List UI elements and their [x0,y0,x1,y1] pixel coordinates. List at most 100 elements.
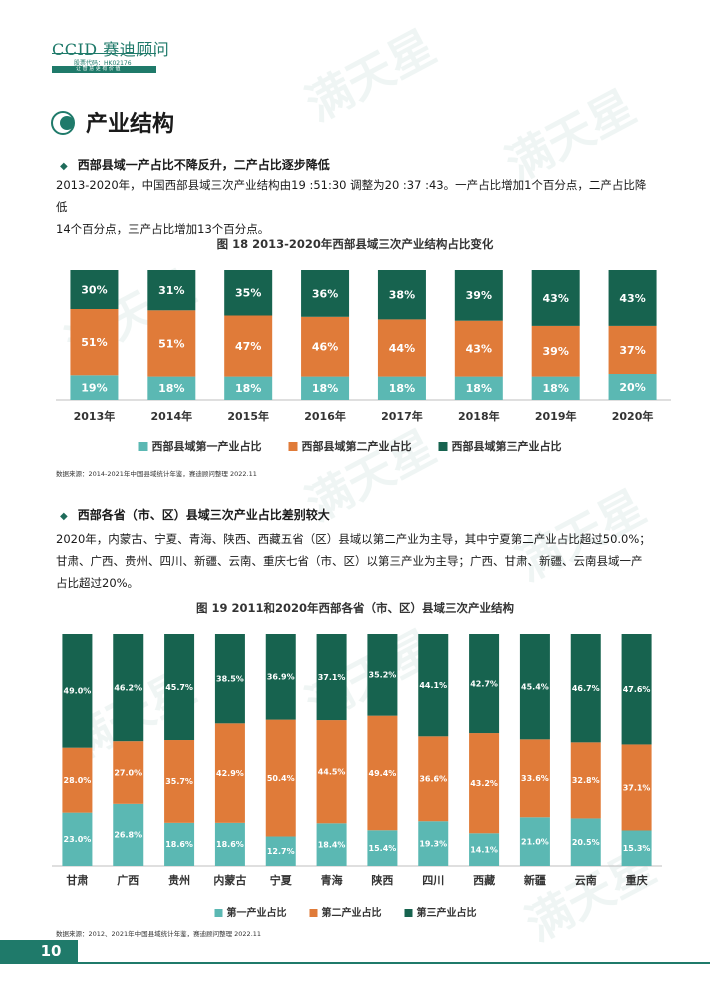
x-tick-label: 宁夏 [270,873,293,887]
bar-segment [147,270,196,311]
data-label: 38% [389,289,415,302]
data-label: 21.0% [521,837,549,846]
data-label: 18.6% [165,840,193,849]
bar-segment [377,270,426,320]
x-tick-label: 四川 [422,874,444,887]
data-label: 43.2% [470,779,498,788]
bar-segment [301,376,350,400]
page-number: 10 [24,940,78,962]
x-tick-label: 2018年 [458,409,500,423]
bar-segment [608,325,657,374]
bar-segment [608,374,657,400]
bar-segment [377,376,426,400]
paragraph-line: 甘肃、广西、贵州、四川、新疆、云南、重庆七省（市、区）以第三产业为主导；广西、甘… [56,554,643,568]
data-label: 36% [312,287,338,300]
bar-segment [469,733,500,834]
bar-segment [367,715,398,831]
data-label: 12.7% [267,847,295,856]
bar-segment [265,836,296,866]
x-tick-label: 云南 [575,873,597,887]
bar-segment [164,740,195,823]
company-logo: CCID 赛迪顾问 [52,36,169,60]
legend-label: 第一产业占比 [227,906,287,919]
bar-segment [214,822,245,866]
figure-18-title: 图 18 2013-2020年西部县域三次产业结构占比变化 [216,237,494,251]
bar-segment [454,270,503,321]
legend-swatch [309,909,318,917]
data-label: 44% [389,342,415,355]
bar-segment [608,270,657,326]
data-label: 35.2% [369,671,397,680]
bar-segment [62,812,93,866]
bullet-heading-1: ◆ 西部县域一产占比不降反升，二产占比逐步降低 [60,156,330,173]
bar-segment [469,833,500,866]
bar-segment [531,270,580,326]
legend-swatch [214,909,223,917]
data-label: 30% [81,283,107,296]
legend-label: 第二产业占比 [322,906,382,919]
x-tick-label: 新疆 [524,873,546,887]
bar-segment [265,719,296,837]
logo-text: CCID 赛迪顾问 [52,40,170,59]
data-label: 18% [543,382,569,395]
bar-segment [418,736,449,822]
data-label: 18% [312,382,338,395]
bar-segment [418,821,449,866]
legend-label: 第三产业占比 [417,906,477,919]
data-label: 32.8% [572,776,600,785]
data-label: 23.0% [64,835,92,844]
data-label: 20% [619,381,645,394]
data-label: 46.7% [572,684,600,693]
figure-18-chart: 19% 51% 30% 2013年 18% 51% 31% 2014年 18% 47% 35% 201… [56,270,671,453]
x-tick-label: 2019年 [535,409,577,423]
bar-segment [164,634,195,741]
data-label: 51% [81,336,107,349]
data-label: 35.7% [165,777,193,786]
bar-segment [214,634,245,724]
figure-18-source: 数据来源：2014-2021年中国县域统计年鉴，赛迪顾问整理 2022.11 [56,470,257,478]
logo-slogan: 让 智 慧 更 有 价 值 [76,66,121,72]
x-tick-label: 西藏 [473,873,495,887]
bar-segment [316,634,347,721]
bar-segment [147,310,196,377]
data-label: 42.9% [216,769,244,778]
figure-19-title: 图 19 2011和2020年西部各省（市、区）县域三次产业结构 [195,601,515,615]
data-label: 36.6% [419,775,447,784]
data-label: 49.4% [369,769,397,778]
bar-segment [454,376,503,400]
figure-19-source: 数据来源：2012、2021年中国县域统计年鉴，赛迪顾问整理 2022.11 [56,930,262,938]
bar-segment [519,817,550,866]
paragraph-line: 2013-2020年，中国西部县域三次产业结构由19 :51:30 调整为20 … [56,178,647,214]
legend-swatch [288,442,298,451]
x-tick-label: 贵州 [168,873,190,887]
data-label: 44.1% [419,681,447,690]
footer-line [0,962,710,964]
paragraph-line: 占比超过20%。 [56,576,140,590]
bar-segment [214,723,245,823]
bar-segment [570,742,601,819]
bar-segment [531,325,580,377]
bar-segment [469,634,500,734]
x-tick-label: 重庆 [626,873,648,887]
data-label: 18% [158,382,184,395]
bar-segment [224,270,273,316]
data-label: 35% [235,287,261,300]
data-label: 47.6% [623,685,651,694]
bar-segment [621,744,652,831]
paragraph-2: 2020年，内蒙古、宁夏、青海、陕西、西藏五省（区）县域以第二产业为主导，其中宁… [56,528,656,594]
bar-segment [316,823,347,866]
page-accent-bar [0,940,24,962]
bar-segment [621,830,652,866]
data-label: 26.8% [114,831,142,840]
data-label: 44.5% [318,767,346,776]
data-label: 18.4% [318,840,346,849]
bar-segment [377,319,426,377]
stock-code: 股票代码：HK02176 [74,60,132,67]
bar-segment [70,270,119,309]
bar-segment [147,376,196,400]
data-label: 39% [466,289,492,302]
data-label: 50.4% [267,774,295,783]
legend-label: 西部县域第二产业占比 [302,439,412,453]
data-label: 37.1% [318,673,346,682]
x-tick-label: 2017年 [381,409,423,423]
